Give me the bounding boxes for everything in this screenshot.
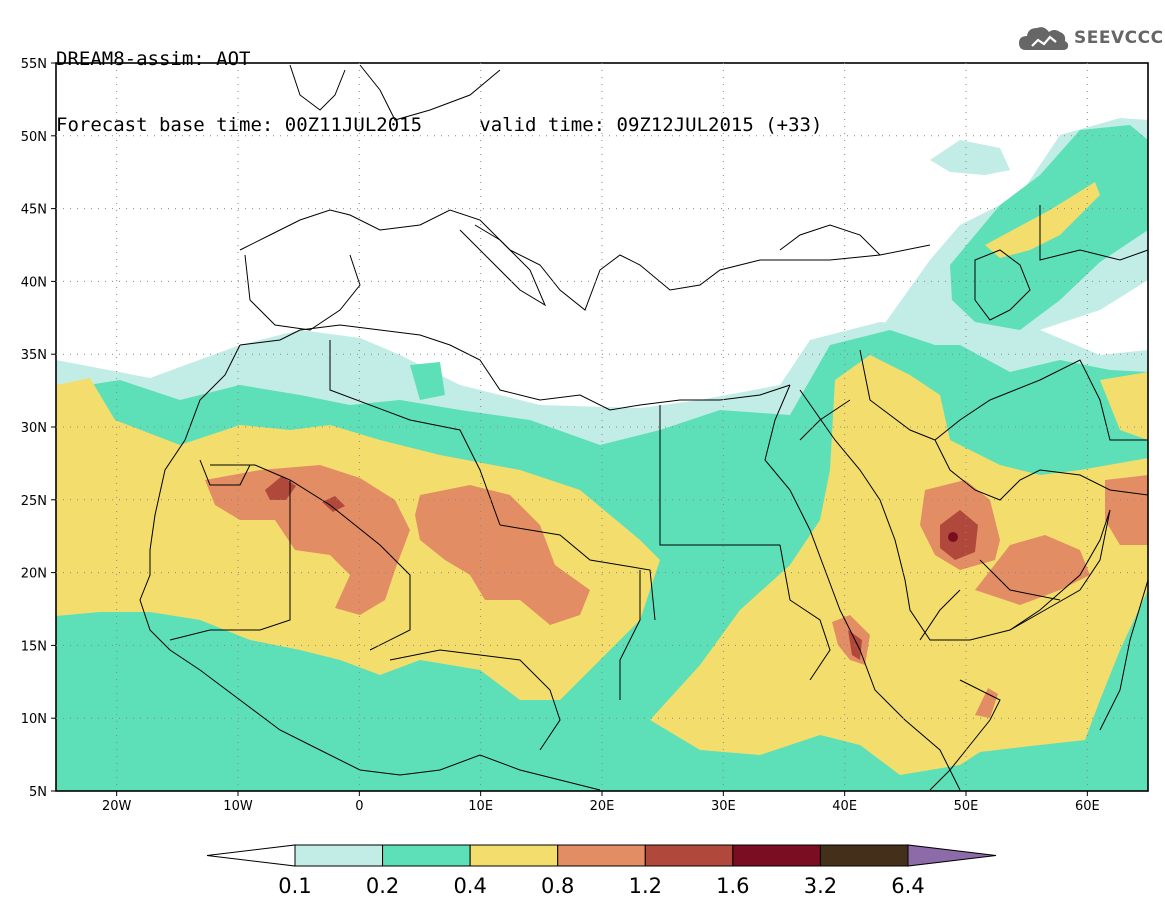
lat-label: 55N bbox=[21, 57, 47, 72]
border-algeria-libya bbox=[329, 340, 501, 526]
lat-label: 25N bbox=[21, 494, 47, 509]
coastline-north-africa bbox=[239, 324, 791, 411]
lat-label: 30N bbox=[21, 421, 47, 436]
valid-time: valid time: 09Z12JUL2015 (+33) bbox=[479, 114, 823, 136]
lat-label: 45N bbox=[21, 203, 47, 218]
colorbar-under-triangle bbox=[206, 844, 296, 867]
colorbar-swatch bbox=[557, 844, 646, 867]
graticule bbox=[51, 62, 1148, 796]
lat-label: 40N bbox=[21, 275, 47, 290]
aot-band-0.4-coast bbox=[1100, 372, 1148, 440]
colorbar-level-label: 1.6 bbox=[716, 874, 749, 898]
aot-band-0.4-east bbox=[650, 355, 1148, 775]
lon-label: 10E bbox=[468, 799, 493, 814]
lat-label: 15N bbox=[21, 639, 47, 654]
border-arabia bbox=[799, 349, 1061, 641]
cloud-icon bbox=[1019, 27, 1069, 50]
coastline-horn bbox=[929, 679, 1001, 791]
map-header: DREAM8-assim: AOT Forecast base time: 00… bbox=[56, 4, 822, 158]
border-mali-niger bbox=[210, 464, 411, 651]
product-title: DREAM8-assim: AOT bbox=[56, 48, 251, 70]
coastline-red-sea bbox=[764, 384, 1111, 791]
lon-label: 50E bbox=[954, 799, 979, 814]
coastline-west-africa bbox=[139, 344, 601, 791]
coastline-italy bbox=[459, 224, 547, 307]
aot-band-1.6-core bbox=[948, 532, 958, 542]
aot-contour-fields bbox=[56, 118, 1148, 791]
logo-text: SEEVCCC bbox=[1074, 28, 1164, 48]
border-sudan-ethiopia bbox=[779, 544, 831, 681]
coastline-gulf bbox=[934, 439, 1148, 501]
border-mauritania bbox=[169, 459, 291, 641]
lon-label: 20W bbox=[102, 799, 132, 814]
colorbar-swatch bbox=[382, 844, 471, 867]
coastline-black-sea bbox=[779, 224, 881, 256]
colorbar-level-label: 6.4 bbox=[891, 874, 924, 898]
coastline-europe bbox=[239, 64, 931, 311]
lat-label: 20N bbox=[21, 567, 47, 582]
coastline-caspian bbox=[974, 249, 1031, 321]
lon-label: 10W bbox=[223, 799, 253, 814]
colorbar-swatch bbox=[819, 844, 909, 867]
aot-band-0.2-libya bbox=[410, 362, 445, 400]
colorbar-level-label: 3.2 bbox=[804, 874, 837, 898]
lon-label: 20E bbox=[590, 799, 615, 814]
colorbar-level-label: 0.1 bbox=[278, 874, 311, 898]
longitude-labels: 20W 10W 0 10E 20E 30E 40E 50E 60E bbox=[102, 799, 1100, 814]
aot-band-0.8-east-edge bbox=[1105, 475, 1148, 545]
border-libya-chad bbox=[499, 524, 656, 621]
aot-band-0.8-central bbox=[415, 485, 590, 625]
colorbar-level-label: 0.2 bbox=[366, 874, 399, 898]
lon-label: 0 bbox=[355, 799, 363, 814]
border-iran bbox=[934, 359, 1148, 441]
aot-band-0.8-oman bbox=[975, 535, 1090, 605]
colorbar-swatch bbox=[644, 844, 734, 867]
colorbar-swatch bbox=[732, 844, 821, 867]
aot-band-0.1-north bbox=[930, 140, 1010, 175]
colorbar-level-label: 1.2 bbox=[629, 874, 662, 898]
latitude-labels: 55N 50N 45N 40N 35N 30N 25N 20N 15N 10N 5N bbox=[21, 57, 47, 800]
colorbar-level-label: 0.8 bbox=[541, 874, 574, 898]
aot-band-0.4-caspian bbox=[985, 182, 1100, 258]
border-kazakh bbox=[1039, 205, 1148, 261]
lat-label: 35N bbox=[21, 348, 47, 363]
colorbar-level-label: 0.4 bbox=[453, 874, 486, 898]
colorbar-over-triangle bbox=[907, 844, 997, 867]
lon-label: 60E bbox=[1075, 799, 1100, 814]
border-chad-sudan bbox=[619, 570, 641, 700]
aot-band-1.2-sahara bbox=[265, 476, 296, 500]
lon-label: 40E bbox=[832, 799, 857, 814]
seevccc-logo: SEEVCCC bbox=[1018, 22, 1164, 54]
lon-label: 30E bbox=[711, 799, 736, 814]
border-nigeria bbox=[389, 649, 561, 751]
coastline-arabia-south bbox=[1009, 509, 1148, 731]
lat-label: 10N bbox=[21, 712, 47, 727]
time-info-line: Forecast base time: 00Z11JUL2015 valid t… bbox=[56, 114, 822, 136]
colorbar-swatch bbox=[294, 844, 384, 867]
colorbar-swatch bbox=[469, 844, 559, 867]
lat-label: 5N bbox=[29, 785, 47, 800]
aot-band-0.8-west bbox=[205, 465, 410, 615]
coastline-iberia bbox=[244, 254, 361, 331]
aot-band-1.2-gulf bbox=[940, 510, 978, 560]
aot-band-0.8-somalia bbox=[975, 688, 998, 718]
border-egypt-sudan bbox=[659, 405, 780, 546]
country-borders bbox=[139, 64, 1148, 791]
colorbar-legend: 0.1 0.2 0.4 0.8 1.2 1.6 3.2 6.4 bbox=[206, 844, 997, 898]
lat-label: 50N bbox=[21, 130, 47, 145]
aot-band-1.2-sahara-2 bbox=[322, 496, 345, 512]
forecast-base-time: Forecast base time: 00Z11JUL2015 bbox=[56, 114, 423, 136]
